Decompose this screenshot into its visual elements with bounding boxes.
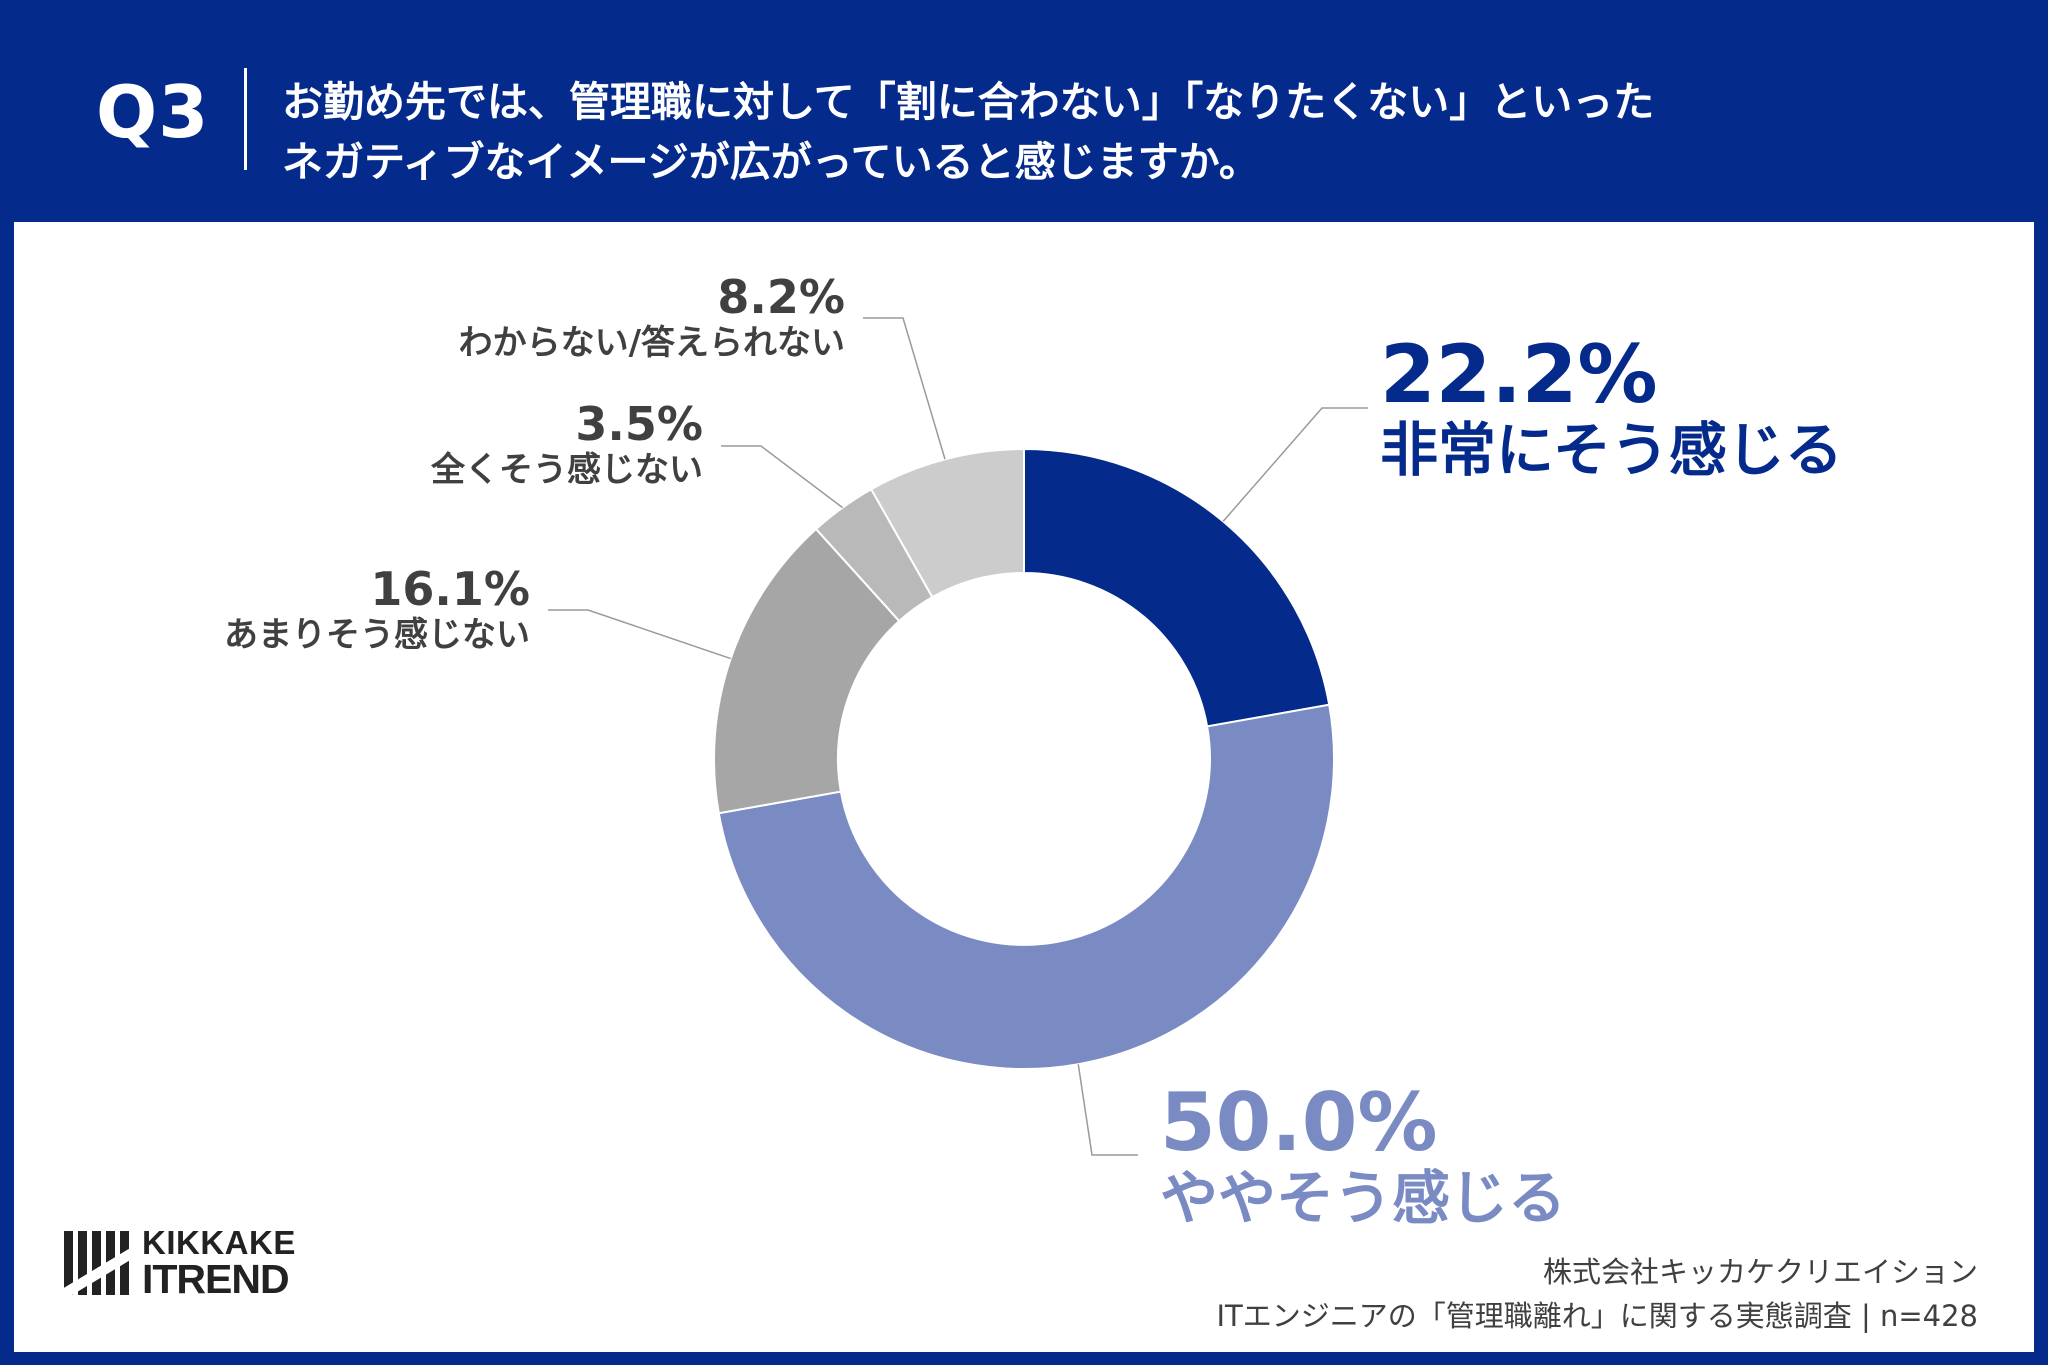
question-line-2: ネガティブなイメージが広がっていると感じますか。: [282, 138, 1260, 186]
data-label-value-not-at-all: 3.5%: [575, 397, 703, 451]
question-line-1: お勤め先では、管理職に対して「割に合わない」「なりたくない」といった: [282, 78, 1655, 126]
leader-line-very-much: [1222, 407, 1368, 522]
donut-slice-somewhat: [719, 705, 1334, 1069]
data-label-category-dont-know: わからない/答えられない: [459, 323, 845, 363]
data-label-value-dont-know: 8.2%: [717, 270, 845, 324]
leader-line-not-much: [548, 609, 731, 660]
footer-source: 株式会社キッカケクリエイション ITエンジニアの「管理職離れ」に関する実態調査 …: [1216, 1250, 1978, 1338]
logo-mark-icon: [62, 1231, 132, 1301]
data-label-category-somewhat: ややそう感じる: [1160, 1164, 1566, 1232]
logo-wordmark: KIKKAKE ITREND: [142, 1224, 296, 1302]
kikkake-itrend-logo: KIKKAKE ITREND: [62, 1225, 322, 1303]
leader-line-somewhat: [1077, 1064, 1138, 1156]
question-text: お勤め先では、管理職に対して「割に合わない」「なりたくない」といった ネガティブ…: [282, 72, 1654, 192]
question-number: Q3: [96, 70, 210, 154]
data-label-category-not-at-all: 全くそう感じない: [430, 450, 703, 490]
header-divider: [244, 68, 247, 170]
logo-line-1: KIKKAKE: [142, 1224, 296, 1261]
logo-line-2: ITREND: [142, 1256, 290, 1302]
data-label-category-very-much: 非常にそう感じる: [1380, 416, 1843, 484]
data-label-category-not-much: あまりそう感じない: [224, 615, 530, 655]
footer-company: 株式会社キッカケクリエイション: [1542, 1255, 1978, 1289]
donut-slice-very-much: [1023, 447, 1331, 728]
donut-slice-not-much: [713, 527, 901, 815]
leader-line-not-at-all: [721, 445, 844, 509]
data-label-value-not-much: 16.1%: [370, 562, 530, 616]
chart-card: [14, 222, 2034, 1352]
leader-line-dont-know: [863, 317, 946, 460]
data-label-value-very-much: 22.2%: [1380, 328, 1658, 421]
data-label-value-somewhat: 50.0%: [1160, 1076, 1438, 1169]
footer-survey: ITエンジニアの「管理職離れ」に関する実態調査 | n=428: [1216, 1299, 1978, 1333]
donut-slice-dont-know: [869, 447, 1025, 599]
question-header: Q3 お勤め先では、管理職に対して「割に合わない」「なりたくない」といった ネガ…: [0, 0, 2048, 222]
